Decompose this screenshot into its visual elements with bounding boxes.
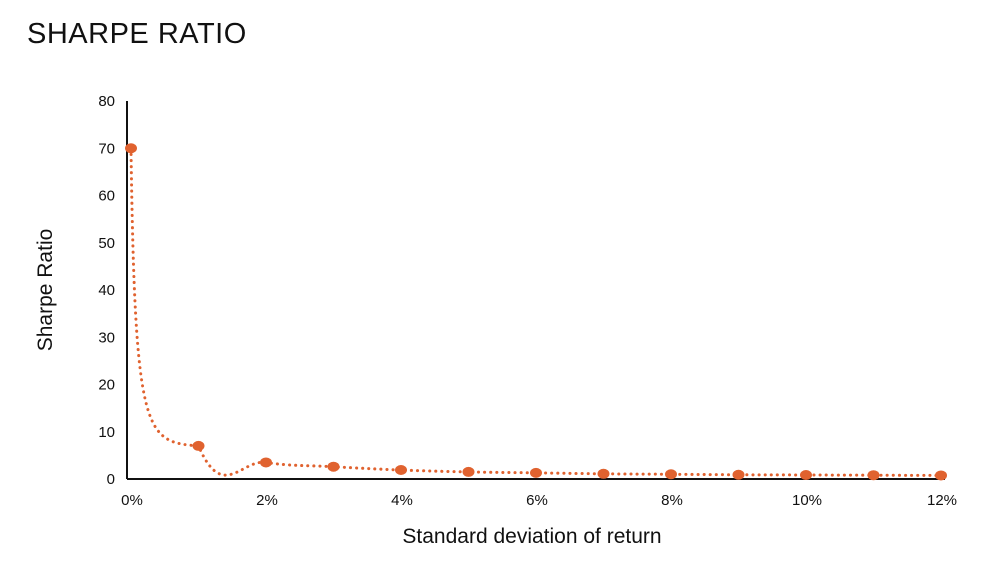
x-tick-labels: 0% 2% 4% 6% 8% 10% 12%: [121, 492, 957, 509]
x-tick-label: 2%: [256, 492, 278, 509]
series-curve: [129, 146, 943, 477]
data-point: [867, 470, 880, 481]
x-tick-label: 4%: [391, 492, 413, 509]
y-tick-label: 20: [98, 377, 115, 394]
y-tick-label: 10: [98, 424, 115, 441]
y-tick-label: 70: [98, 140, 115, 157]
x-tick-label: 6%: [526, 492, 548, 509]
data-point: [260, 457, 272, 468]
data-point: [732, 469, 745, 480]
x-tick-label: 12%: [927, 492, 957, 509]
data-point: [935, 470, 947, 481]
chart-title: SHARPE RATIO: [27, 18, 247, 50]
data-point: [125, 143, 137, 154]
data-points: [125, 143, 947, 481]
data-point: [327, 461, 340, 472]
x-tick-label: 0%: [121, 492, 143, 509]
x-axis-title: Standard deviation of return: [402, 525, 661, 548]
y-tick-label: 40: [98, 282, 115, 299]
data-point: [530, 467, 542, 478]
y-tick-labels: 0 10 20 30 40 50 60 70 80: [98, 93, 115, 488]
data-point: [597, 468, 610, 479]
x-tick-label: 10%: [792, 492, 822, 509]
data-point: [800, 469, 812, 480]
x-tick-label: 8%: [661, 492, 683, 509]
y-tick-label: 30: [98, 329, 115, 346]
data-point: [395, 465, 407, 476]
y-tick-label: 0: [107, 471, 115, 488]
y-tick-label: 50: [98, 235, 115, 252]
data-point: [665, 469, 677, 480]
data-point: [192, 440, 205, 451]
y-tick-label: 60: [98, 188, 115, 205]
y-tick-label: 80: [98, 93, 115, 110]
y-axis-title: Sharpe Ratio: [34, 229, 57, 352]
data-point: [462, 466, 475, 477]
